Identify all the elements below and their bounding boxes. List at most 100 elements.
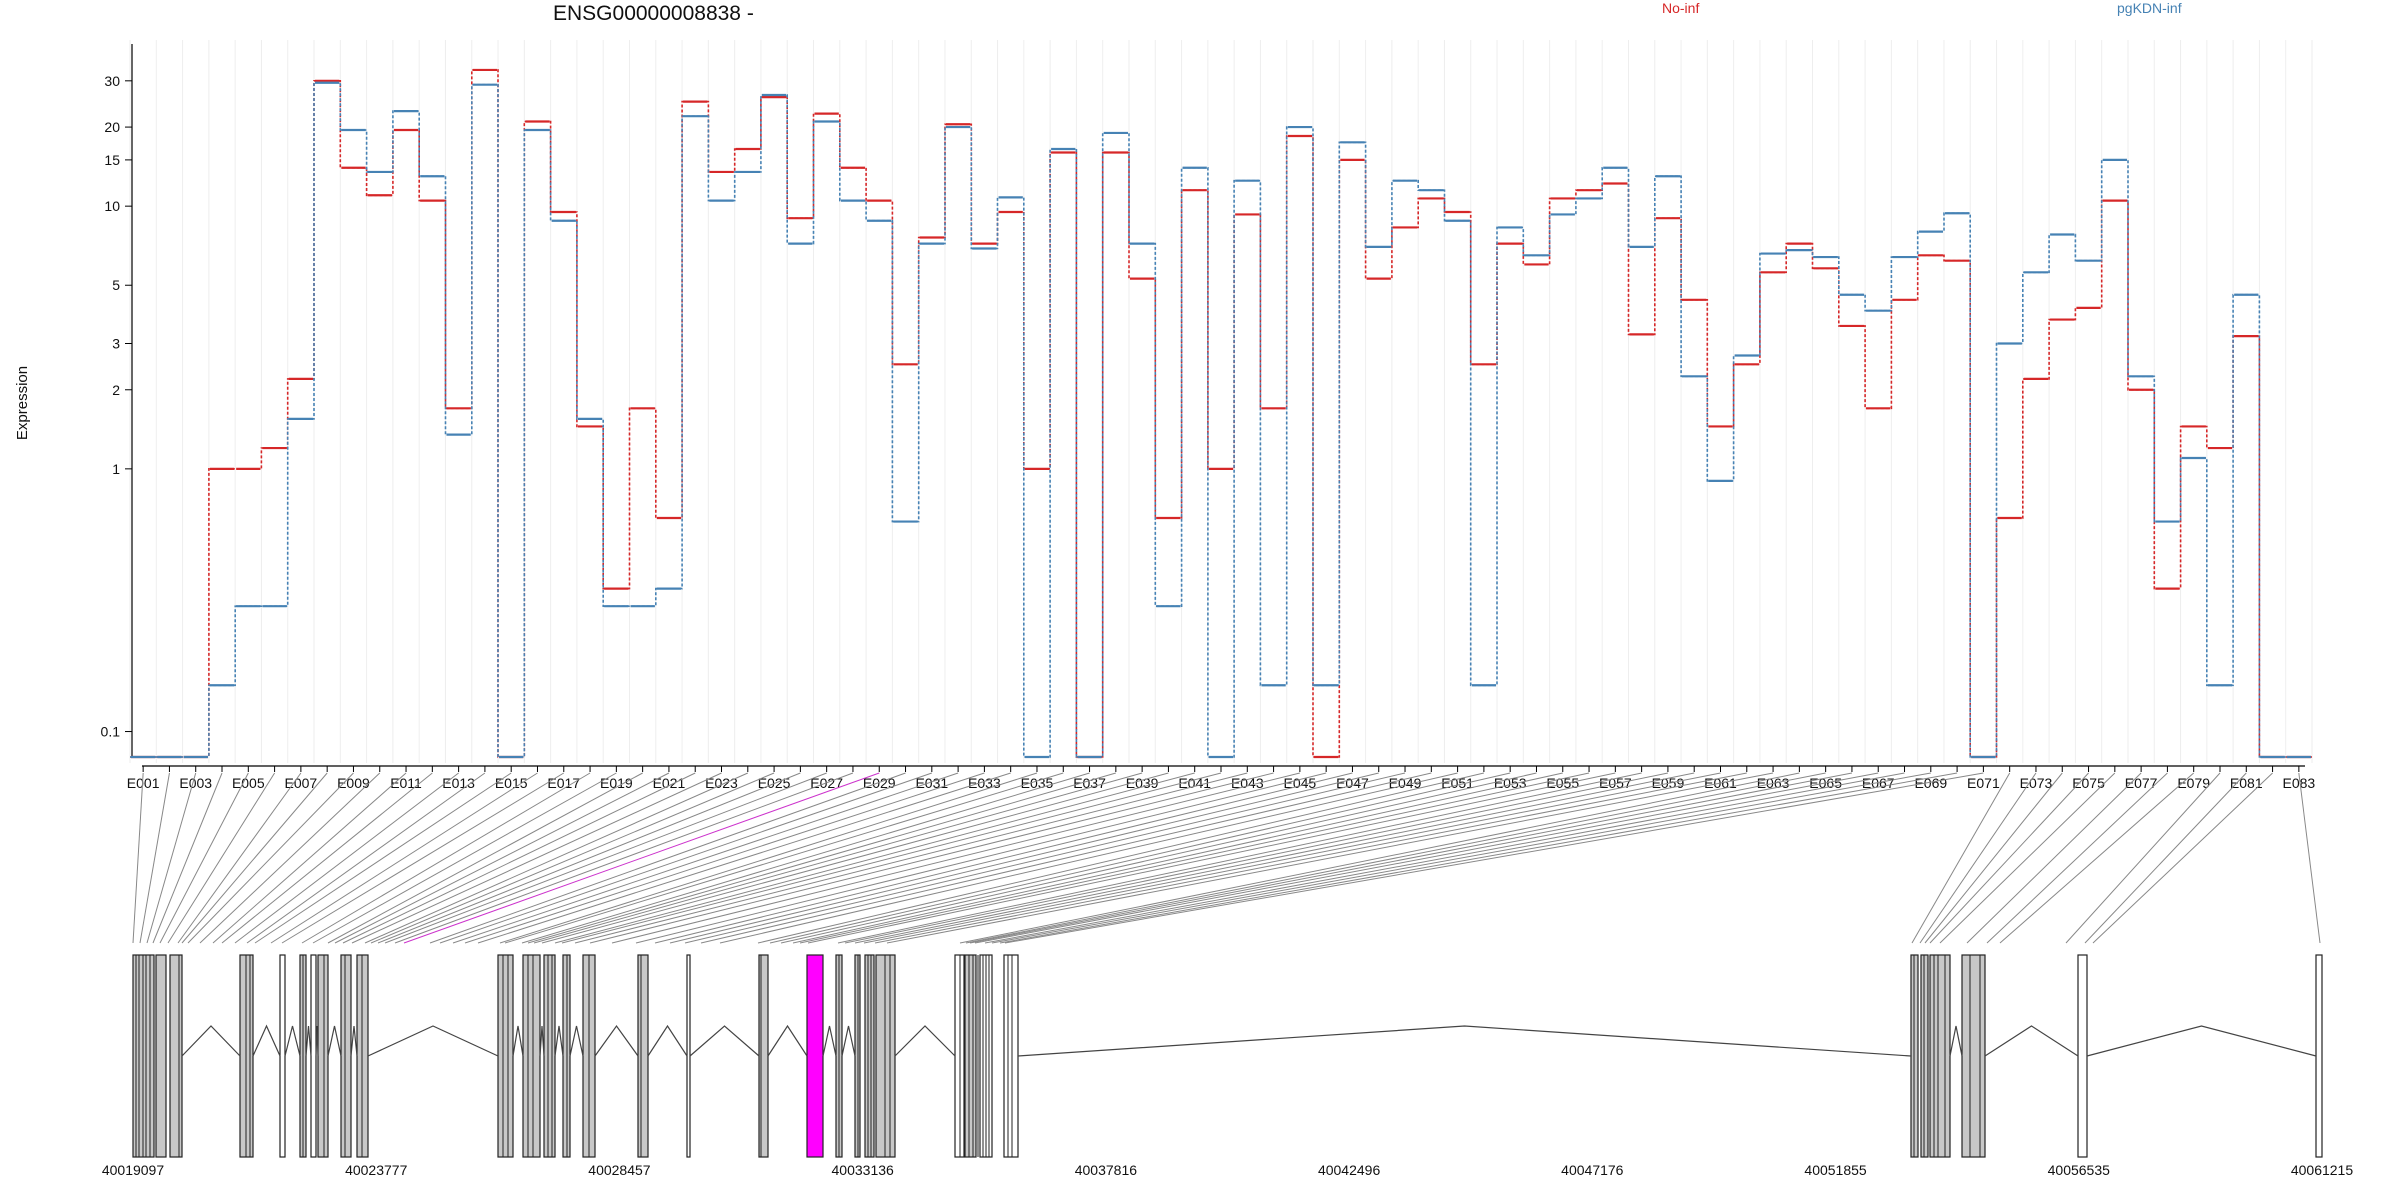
connector-line [364, 772, 748, 944]
x-tick-label: E005 [232, 775, 265, 791]
connector-line [669, 772, 1379, 944]
genomic-coordinate-label: 40019097 [102, 1162, 165, 1178]
connector-line [246, 772, 486, 944]
connector-line [199, 772, 381, 944]
x-tick-label: E043 [1231, 775, 1264, 791]
connector-line [384, 772, 827, 944]
genomic-coordinate-label: 40042496 [1318, 1162, 1381, 1178]
intron-line [1984, 1025, 2079, 1057]
exon-block [340, 954, 352, 1158]
x-tick-label: E021 [653, 775, 686, 791]
intron-line [554, 1025, 564, 1057]
connector-line [477, 772, 1011, 944]
connector-line [589, 772, 1274, 944]
chart-title: ENSG00000008838 - [553, 2, 754, 25]
x-tick-label: E009 [337, 775, 370, 791]
connector-line [1939, 772, 2116, 944]
connector-line [167, 772, 276, 944]
exon-block [964, 954, 977, 1158]
connector-line [464, 772, 985, 944]
exon-block [310, 954, 317, 1158]
connector-line [635, 772, 1327, 944]
connector-line [439, 772, 932, 944]
connector-line [991, 772, 1931, 944]
connector-line [146, 772, 197, 944]
connector-line [394, 772, 854, 944]
x-tick-label: E017 [547, 775, 580, 791]
connector-line [281, 772, 565, 944]
exon-block [637, 954, 649, 1158]
x-tick-label: E011 [390, 775, 422, 791]
connector-line [270, 772, 538, 944]
connector-line [181, 772, 328, 944]
exon-block [497, 954, 514, 1158]
genomic-coordinate-label: 40051855 [1804, 1162, 1867, 1178]
connector-line [719, 772, 1458, 944]
genomic-coordinate-label: 40023777 [345, 1162, 408, 1178]
legend-pgkdn-inf: pgKDN-inf [2117, 0, 2182, 16]
series-line-no-inf [130, 69, 2312, 758]
exon-block [543, 954, 556, 1158]
highlighted-exon [806, 954, 824, 1158]
connector-line [863, 772, 1721, 944]
connector-line [429, 772, 906, 944]
exon-block [2315, 954, 2323, 1158]
x-tick-label: E073 [2020, 775, 2053, 791]
connector-line [2084, 772, 2247, 944]
x-tick-label: E081 [2230, 775, 2263, 791]
connector-line [799, 772, 1590, 944]
connector-line [159, 772, 249, 944]
intron-line [594, 1024, 639, 1057]
connector-line [574, 772, 1248, 944]
x-tick-label: E055 [1546, 775, 1579, 791]
connector-line [1966, 772, 2142, 944]
connector-line [1004, 772, 1984, 944]
connector-line [221, 772, 433, 944]
y-tick-label: 10 [104, 198, 120, 214]
connector-line [177, 772, 302, 944]
intron-line [367, 1025, 499, 1057]
x-tick-label: E037 [1073, 775, 1106, 791]
connector-line [312, 772, 617, 944]
connector-line [2092, 772, 2273, 944]
connector-line [2065, 772, 2221, 944]
connector-line [959, 772, 1800, 944]
connector-line [1924, 772, 2063, 944]
x-tick-label: E001 [127, 775, 160, 791]
connector-line [254, 772, 512, 944]
y-tick-label: 0.1 [101, 724, 121, 740]
connector-line [974, 772, 1879, 944]
intron-line [1949, 1025, 1963, 1057]
x-tick-label: E077 [2125, 775, 2158, 791]
connector-line [684, 772, 1406, 944]
x-tick-label: E007 [285, 775, 318, 791]
y-tick-label: 30 [104, 73, 120, 89]
genomic-coordinate-label: 40047176 [1561, 1162, 1624, 1178]
connector-line [132, 772, 144, 944]
connector-line [342, 772, 696, 944]
genomic-coordinate-label: 40028457 [588, 1162, 651, 1178]
exon-block [864, 954, 875, 1158]
x-tick-label: E003 [179, 775, 212, 791]
exon-block [522, 954, 541, 1158]
connector-line [700, 772, 1432, 944]
connector-line [527, 772, 1116, 944]
intron-line [181, 1025, 241, 1057]
exon-block [279, 954, 286, 1158]
intron-line [841, 1025, 856, 1057]
intron-line [252, 1024, 281, 1057]
connector-line [1999, 772, 2195, 944]
exon-block [1929, 954, 1951, 1158]
intron-line [284, 1025, 301, 1057]
exon-block [758, 954, 769, 1158]
intron-line [689, 1025, 760, 1057]
connector-line [1986, 772, 2168, 944]
connector-line [499, 772, 1038, 944]
connector-line [334, 772, 670, 944]
y-tick-label: 20 [104, 119, 120, 135]
connector-line [807, 772, 1616, 944]
intron-line [894, 1025, 956, 1057]
connector-line [1911, 772, 2011, 944]
connector-line [2298, 772, 2321, 944]
y-tick-label: 5 [112, 277, 120, 293]
